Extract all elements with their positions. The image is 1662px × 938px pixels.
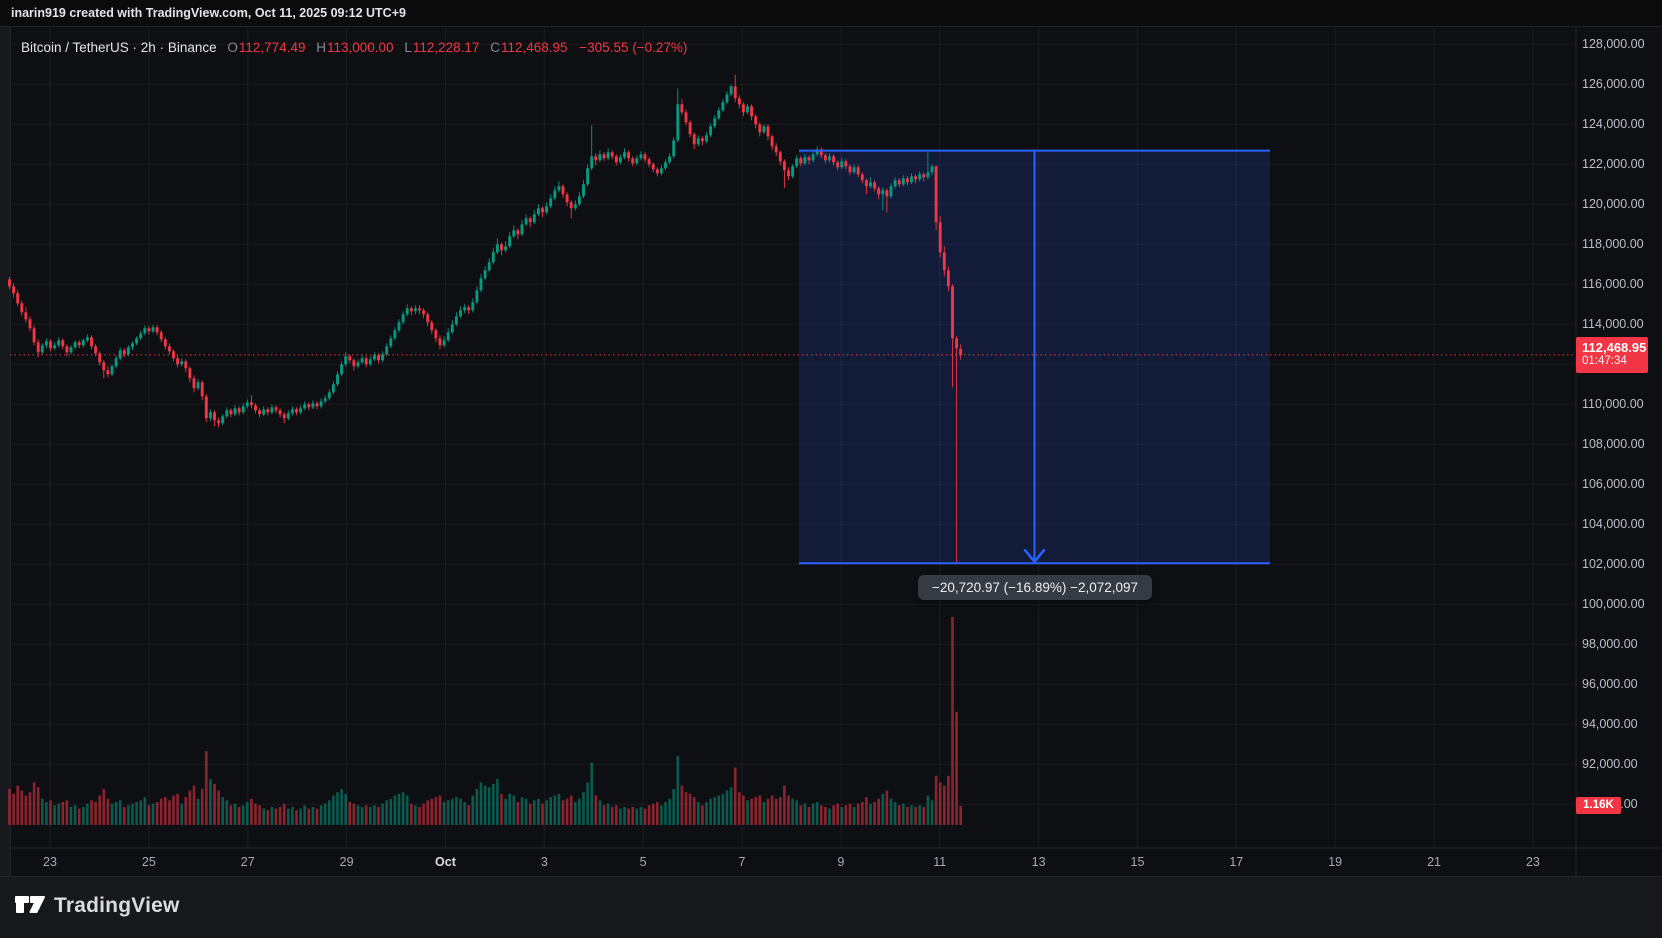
time-tick: 19 bbox=[1328, 855, 1343, 869]
close-value: 112,468.95 bbox=[500, 40, 568, 55]
low-label: L bbox=[404, 40, 412, 55]
price-tick: 106,000.00 bbox=[1582, 477, 1645, 492]
time-tick: 11 bbox=[933, 855, 947, 869]
time-tick: 5 bbox=[639, 855, 647, 869]
price-tick: 124,000.00 bbox=[1582, 117, 1645, 132]
high-value: 113,000.00 bbox=[326, 40, 394, 55]
measure-tooltip: −20,720.97 (−16.89%) −2,072,097 bbox=[917, 575, 1153, 600]
time-tick: 29 bbox=[339, 855, 354, 869]
tradingview-logo-icon bbox=[14, 891, 46, 920]
price-tick: 94,000.00 bbox=[1582, 717, 1638, 732]
candlestick-plot[interactable] bbox=[0, 0, 1662, 876]
time-tick: 9 bbox=[837, 855, 845, 869]
current-price-label: 112,468.95 01:47:34 bbox=[1576, 337, 1648, 373]
price-tick: 116,000.00 bbox=[1582, 277, 1644, 292]
time-tick: 15 bbox=[1130, 855, 1145, 869]
price-tick: 110,000.00 bbox=[1582, 397, 1644, 412]
price-tick: 100,000.00 bbox=[1582, 597, 1645, 612]
time-tick: 23 bbox=[1525, 855, 1540, 869]
time-tick: 3 bbox=[540, 855, 548, 869]
time-tick: 23 bbox=[43, 855, 57, 869]
current-volume-label: 1.16K bbox=[1576, 797, 1621, 814]
time-tick: 21 bbox=[1427, 855, 1441, 869]
price-tick: 102,000.00 bbox=[1582, 557, 1645, 572]
symbol-title[interactable]: Bitcoin / TetherUS · 2h · Binance bbox=[21, 40, 217, 55]
change-value: −305.55 (−0.27%) bbox=[579, 40, 688, 55]
current-price-value: 112,468.95 bbox=[1582, 340, 1647, 355]
time-tick: Oct bbox=[435, 855, 456, 869]
bar-countdown: 01:47:34 bbox=[1582, 355, 1627, 367]
open-label: O bbox=[227, 40, 238, 55]
price-tick: 120,000.00 bbox=[1582, 197, 1645, 212]
high-label: H bbox=[316, 40, 326, 55]
price-tick: 104,000.00 bbox=[1582, 517, 1645, 532]
open-value: 112,774.49 bbox=[238, 40, 306, 55]
time-tick: 7 bbox=[738, 855, 746, 869]
price-tick: 126,000.00 bbox=[1582, 77, 1645, 92]
low-value: 112,228.17 bbox=[412, 40, 480, 55]
close-label: C bbox=[490, 40, 500, 55]
attribution-text: inarin919 created with TradingView.com, … bbox=[11, 6, 406, 20]
tradingview-logo[interactable]: TradingView bbox=[14, 891, 180, 920]
price-tick: 108,000.00 bbox=[1582, 437, 1645, 452]
time-tick: 17 bbox=[1229, 855, 1244, 869]
price-tick: 92,000.00 bbox=[1582, 757, 1638, 772]
footer-bar: TradingView bbox=[0, 876, 1662, 938]
tradingview-logo-text: TradingView bbox=[54, 893, 180, 917]
price-tick: 98,000.00 bbox=[1582, 637, 1638, 652]
time-tick: 27 bbox=[240, 855, 255, 869]
chart-background bbox=[10, 27, 1662, 876]
price-tick: 128,000.00 bbox=[1582, 37, 1645, 52]
price-tick: 122,000.00 bbox=[1582, 157, 1645, 172]
attribution-bar: inarin919 created with TradingView.com, … bbox=[0, 0, 1662, 27]
time-tick: 13 bbox=[1031, 855, 1046, 869]
time-tick: 25 bbox=[141, 855, 156, 869]
price-tick: 118,000.00 bbox=[1582, 237, 1644, 252]
price-tick: 96,000.00 bbox=[1582, 677, 1638, 692]
legend: Bitcoin / TetherUS · 2h · Binance O112,7… bbox=[21, 40, 687, 55]
price-tick: 114,000.00 bbox=[1582, 317, 1644, 332]
